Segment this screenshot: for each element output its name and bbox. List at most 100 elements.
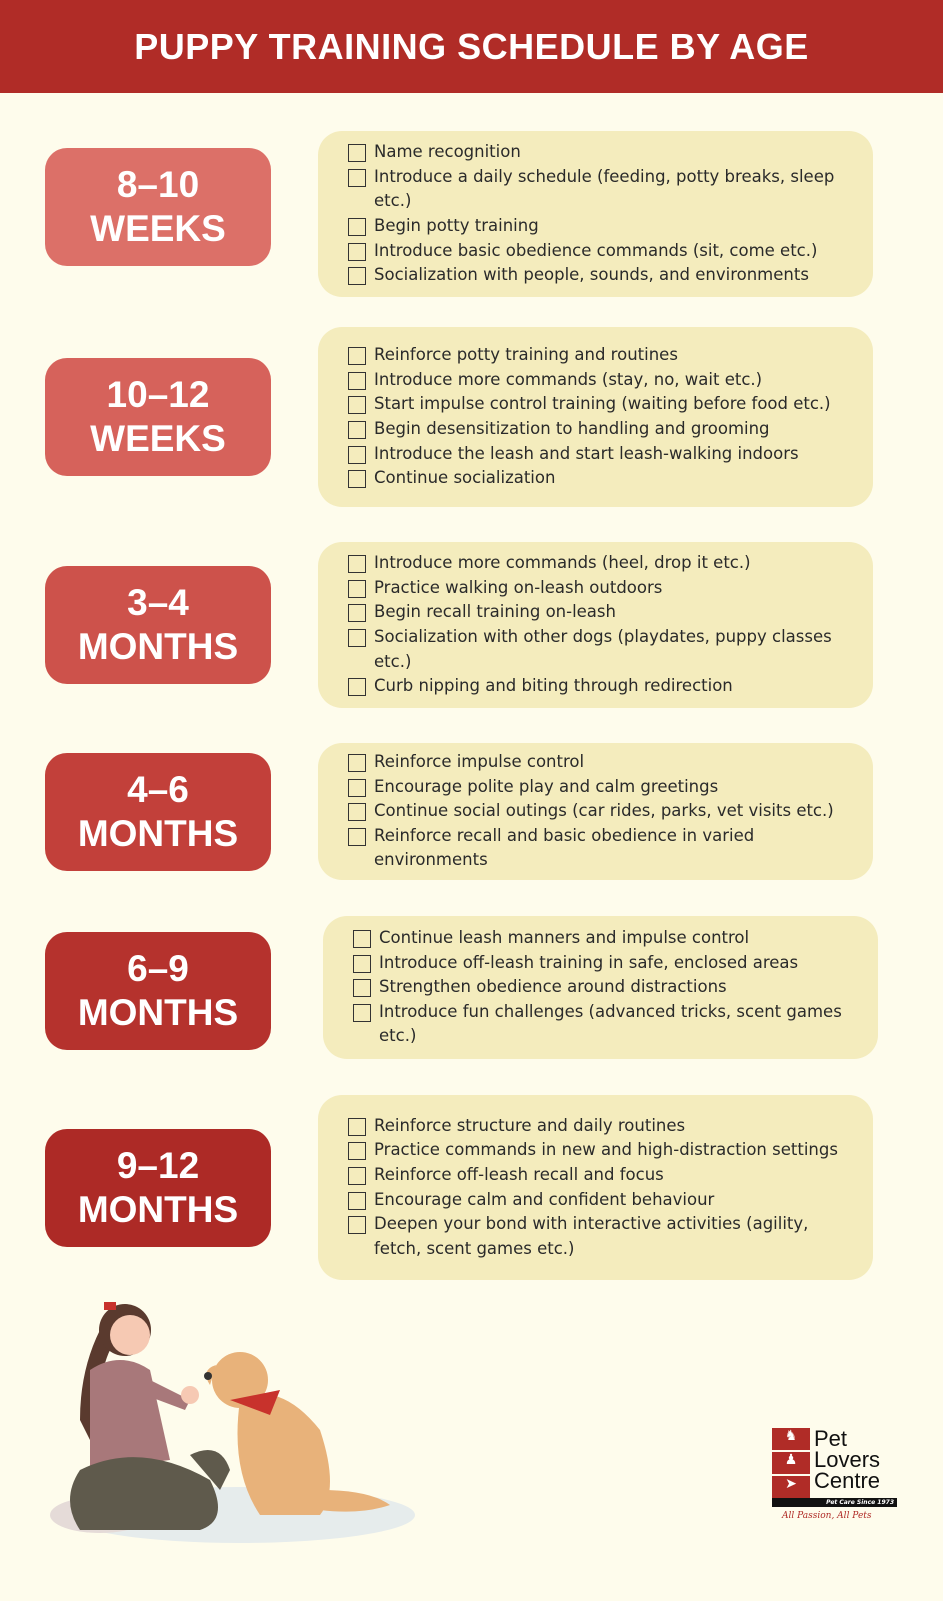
age-unit: WEEKS: [90, 418, 226, 459]
checklist-item-text: Reinforce recall and basic obedience in …: [374, 825, 755, 870]
checklist-item: Introduce the leash and start leash-walk…: [348, 442, 873, 467]
checklist-item: Introduce a daily schedule (feeding, pot…: [348, 165, 873, 214]
checklist-item-text: Reinforce potty training and routines: [374, 345, 678, 365]
checklist-item-text: Begin desensitization to handling and gr…: [374, 419, 770, 438]
checkbox-icon[interactable]: [348, 1216, 366, 1235]
checkbox-icon[interactable]: [348, 445, 366, 464]
checkbox-icon[interactable]: [353, 1003, 371, 1022]
checklist-item: Curb nipping and biting through redirect…: [348, 674, 873, 699]
checkbox-icon[interactable]: [348, 396, 366, 415]
checklist-item-text: Begin potty training: [374, 216, 539, 235]
age-label: 6–9 MONTHS: [45, 932, 271, 1050]
poodle-icon: ♞: [772, 1428, 810, 1450]
checkbox-icon[interactable]: [348, 827, 366, 846]
checklist-item: Encourage polite play and calm greetings: [348, 775, 873, 800]
checklist-item-text: Deepen your bond with interactive activi…: [374, 1214, 809, 1258]
checkbox-icon[interactable]: [348, 470, 366, 489]
checklist-item-text: Begin recall training on-leash: [374, 602, 616, 622]
checklist-item: Introduce more commands (heel, drop it e…: [348, 551, 873, 576]
checklist-item: Socialization with other dogs (playdates…: [348, 625, 873, 674]
checklist-item-text: Continue socialization: [374, 468, 556, 488]
checkbox-icon[interactable]: [348, 1191, 366, 1210]
checklist: Reinforce impulse control Encourage polit…: [318, 743, 873, 880]
checkbox-icon[interactable]: [353, 930, 371, 949]
checkbox-icon[interactable]: [348, 555, 366, 574]
checklist-item-text: Introduce more commands (heel, drop it e…: [374, 553, 751, 573]
checklist-item: Encourage calm and confident behaviour: [348, 1188, 873, 1213]
checklist-item: Start impulse control training (waiting …: [348, 392, 873, 417]
checkbox-icon[interactable]: [353, 954, 371, 973]
checklist-item: Begin potty training: [348, 214, 873, 239]
checkbox-icon[interactable]: [348, 803, 366, 822]
checkbox-icon[interactable]: [348, 218, 366, 236]
checklist-item: Reinforce recall and basic obedience in …: [348, 824, 873, 873]
checkbox-icon[interactable]: [348, 629, 366, 647]
checklist-item: Introduce off-leash training in safe, en…: [353, 951, 878, 976]
logo-text-pet: Pet: [814, 1426, 848, 1451]
checklist-item-text: Encourage calm and confident behaviour: [374, 1189, 715, 1209]
age-unit: MONTHS: [77, 1189, 239, 1230]
checkbox-icon[interactable]: [348, 421, 366, 439]
logo-text-lovers: Lovers: [814, 1447, 881, 1472]
logo-tagline: Pet Care Since 1973: [772, 1498, 897, 1507]
checklist-item-text: Introduce fun challenges (advanced trick…: [379, 1001, 842, 1046]
checklist-item: Introduce basic obedience commands (sit,…: [348, 239, 873, 264]
checkbox-icon[interactable]: [348, 778, 366, 797]
checklist-item-text: Start impulse control training (waiting …: [374, 394, 831, 414]
checkbox-icon[interactable]: [353, 979, 371, 998]
checklist-item-text: Introduce off-leash training in safe, en…: [379, 952, 799, 972]
checkbox-icon[interactable]: [348, 1142, 366, 1161]
age-range: 8–10: [116, 164, 200, 205]
cat-icon: ♟: [772, 1452, 810, 1474]
checklist-item: Begin recall training on-leash: [348, 600, 873, 625]
checklist-item-text: Encourage polite play and calm greetings: [374, 776, 719, 796]
checkbox-icon[interactable]: [348, 678, 366, 697]
checklist-item: Strengthen obedience around distractions: [353, 975, 878, 1000]
checklist-item: Reinforce structure and daily routines: [348, 1114, 873, 1139]
checkbox-icon[interactable]: [348, 754, 366, 773]
age-range: 9–12: [116, 1145, 200, 1186]
checklist-item: Introduce more commands (stay, no, wait …: [348, 368, 873, 393]
checklist-item: Continue social outings (car rides, park…: [348, 799, 873, 824]
checklist-item: Begin desensitization to handling and gr…: [348, 417, 873, 442]
logo-text-centre: Centre: [814, 1468, 881, 1493]
age-unit: MONTHS: [77, 626, 239, 667]
checkbox-icon[interactable]: [348, 579, 366, 598]
age-label: 3–4 MONTHS: [45, 566, 271, 684]
checklist-item: Practice walking on-leash outdoors: [348, 576, 873, 601]
checklist: Introduce more commands (heel, drop it e…: [318, 542, 873, 708]
checklist-item-text: Reinforce structure and daily routines: [374, 1115, 686, 1135]
pet-lovers-centre-logo: ♞ ♟ ➤ Pet Lovers Centre Pet Care Since 1…: [772, 1428, 897, 1521]
checklist-item-text: Name recognition: [374, 142, 521, 162]
checklist-item: Introduce fun challenges (advanced trick…: [353, 1000, 878, 1049]
checklist-item: Continue leash manners and impulse contr…: [353, 926, 878, 951]
fish-icon: ➤: [772, 1476, 810, 1498]
checkbox-icon[interactable]: [348, 267, 366, 286]
checkbox-icon[interactable]: [348, 604, 366, 623]
checkbox-icon[interactable]: [348, 347, 366, 366]
checkbox-icon[interactable]: [348, 144, 366, 163]
checkbox-icon[interactable]: [348, 1117, 366, 1136]
age-label: 8–10 WEEKS: [45, 148, 271, 266]
checklist-item: Deepen your bond with interactive activi…: [348, 1212, 873, 1261]
checklist-item-text: Reinforce off-leash recall and focus: [374, 1164, 664, 1184]
age-unit: MONTHS: [77, 992, 239, 1033]
checklist-item-text: Continue social outings (car rides, park…: [374, 801, 834, 821]
age-label: 9–12 MONTHS: [45, 1129, 271, 1247]
logo-slogan: All Passion, All Pets: [782, 1511, 872, 1521]
age-label: 4–6 MONTHS: [45, 753, 271, 871]
checklist-item: Reinforce off-leash recall and focus: [348, 1163, 873, 1188]
checkbox-icon[interactable]: [348, 242, 366, 261]
age-range: 10–12: [106, 374, 210, 415]
page-title: PUPPY TRAINING SCHEDULE BY AGE: [134, 25, 809, 67]
checkbox-icon[interactable]: [348, 168, 366, 187]
checklist-item: Name recognition: [348, 140, 873, 165]
checklist-item-text: Strengthen obedience around distractions: [379, 977, 727, 997]
checklist-item: Reinforce potty training and routines: [348, 343, 873, 368]
checkbox-icon[interactable]: [348, 371, 366, 390]
age-label: 10–12 WEEKS: [45, 358, 271, 476]
checklist-item: Continue socialization: [348, 466, 873, 491]
age-unit: MONTHS: [77, 813, 239, 854]
checklist: Name recognition Introduce a daily schedu…: [318, 131, 873, 297]
checkbox-icon[interactable]: [348, 1166, 366, 1185]
